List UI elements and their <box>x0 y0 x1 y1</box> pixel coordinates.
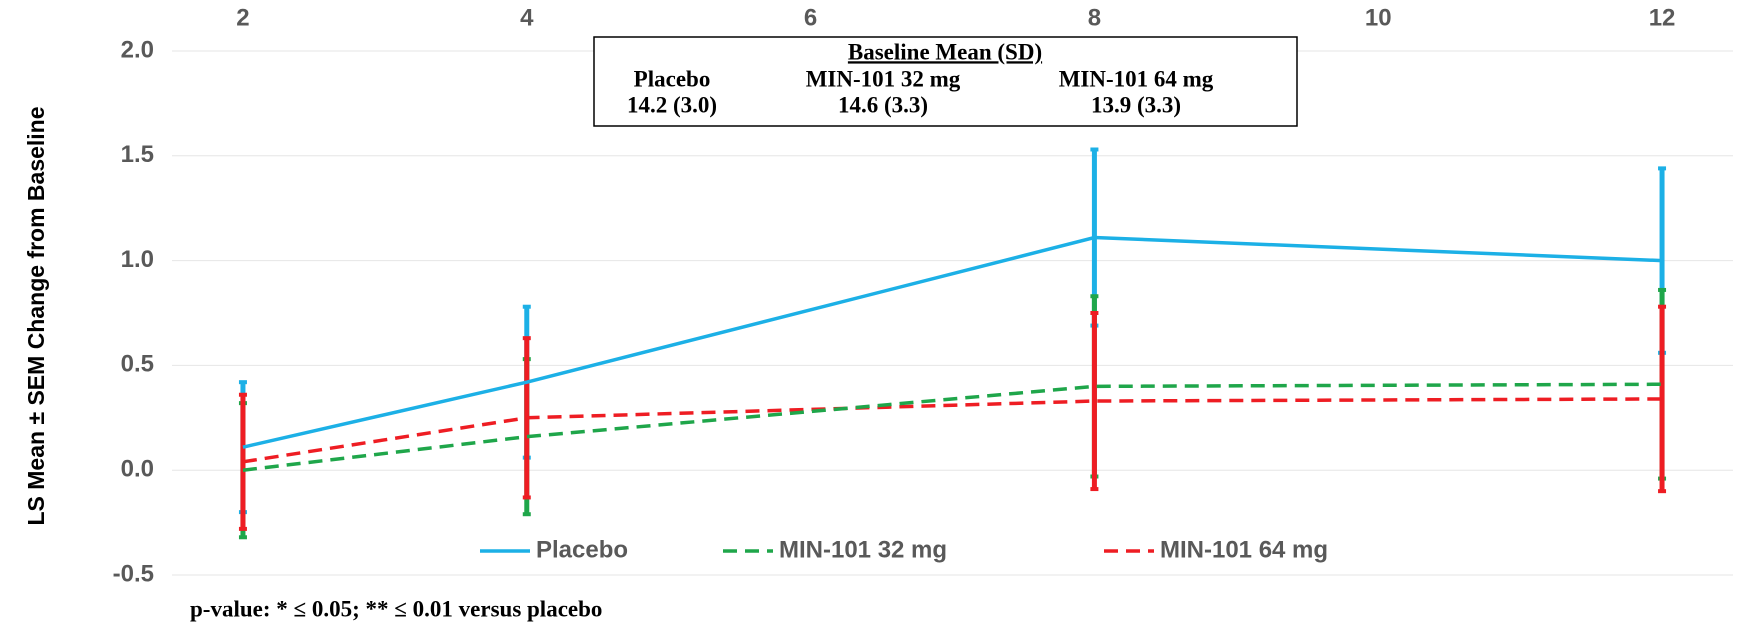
x-tick-label: 4 <box>520 4 534 31</box>
y-axis-label: LS Mean ± SEM Change from Baseline <box>23 106 49 525</box>
y-tick-label: 1.0 <box>121 246 154 273</box>
y-tick-label: -0.5 <box>113 560 154 587</box>
legend-label: Placebo <box>536 536 628 563</box>
x-tick-label: 6 <box>804 4 817 31</box>
x-tick-label: 12 <box>1649 4 1676 31</box>
baseline-title: Baseline Mean (SD) <box>848 39 1042 64</box>
baseline-column: MIN-101 64 mg <box>1059 66 1214 91</box>
baseline-column: Placebo <box>634 66 711 91</box>
baseline-value: 13.9 (3.3) <box>1091 92 1181 117</box>
baseline-box <box>593 36 1298 127</box>
series-line <box>242 382 1663 472</box>
x-tick-label: 8 <box>1088 4 1101 31</box>
baseline-value: 14.6 (3.3) <box>838 92 928 117</box>
x-tick-label: 10 <box>1365 4 1392 31</box>
series-line <box>242 235 1663 449</box>
footnote: p-value: * ≤ 0.05; ** ≤ 0.01 versus plac… <box>190 596 602 621</box>
y-tick-label: 2.0 <box>121 36 154 63</box>
baseline-column: MIN-101 32 mg <box>806 66 961 91</box>
legend-label: MIN-101 64 mg <box>1160 536 1328 563</box>
y-tick-label: 1.5 <box>121 141 154 168</box>
series-line <box>242 397 1663 464</box>
baseline-value: 14.2 (3.0) <box>627 92 717 117</box>
legend-label: MIN-101 32 mg <box>779 536 947 563</box>
x-tick-label: 2 <box>236 4 249 31</box>
y-tick-label: 0.5 <box>121 351 154 378</box>
y-tick-label: 0.0 <box>121 456 154 483</box>
